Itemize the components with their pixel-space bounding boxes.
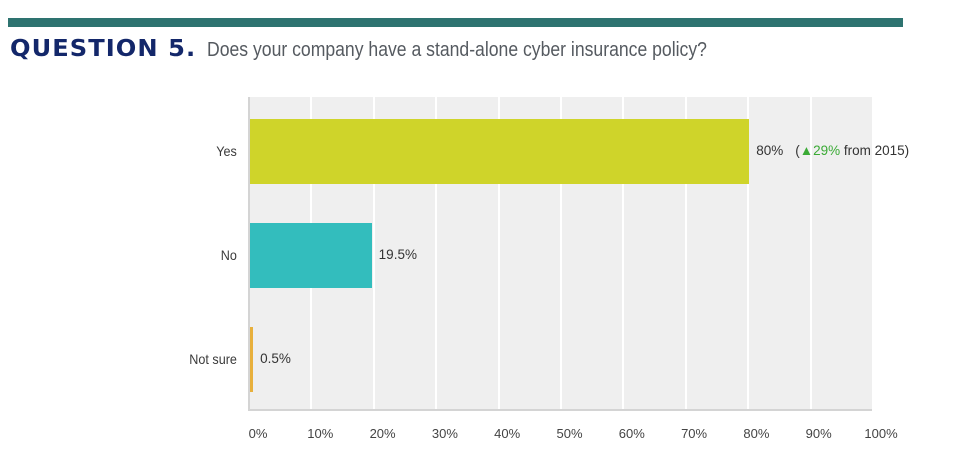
up-arrow-icon: ▲29% [799, 142, 841, 158]
x-tick-label: 90% [805, 426, 832, 441]
x-tick-label: 60% [618, 426, 645, 441]
gridline [497, 97, 500, 409]
x-tick-label: 30% [431, 426, 458, 441]
x-tick-label: 70% [681, 426, 708, 441]
bar-no [250, 223, 372, 288]
x-tick-label: 100% [864, 426, 898, 441]
gridline [809, 97, 812, 409]
question-heading: QUESTION 5. Does your company have a sta… [10, 36, 775, 70]
x-tick-label: 10% [307, 426, 334, 441]
x-tick-label: 40% [494, 426, 521, 441]
bar-yes [250, 119, 750, 184]
bar-not-sure [250, 327, 254, 392]
category-label: Not sure [189, 350, 237, 367]
value-label: 19.5% [378, 246, 417, 262]
gridline [372, 97, 375, 409]
gridline [872, 97, 874, 409]
x-tick-label: 20% [369, 426, 396, 441]
gridline [747, 97, 750, 409]
question-text: Does your company have a stand-alone cyb… [207, 39, 708, 61]
header-accent-bar [8, 18, 903, 27]
x-tick-label: 0% [248, 426, 268, 441]
change-annotation: (▲29% from 2015) [795, 142, 910, 158]
x-tick-label: 80% [743, 426, 770, 441]
plot-area [248, 97, 874, 411]
category-label: Yes [216, 142, 237, 159]
value-label: 80% (▲29% from 2015) [756, 142, 910, 158]
gridline [622, 97, 625, 409]
value-label: 0.5% [260, 350, 291, 366]
question-number: QUESTION 5. [10, 36, 197, 62]
gridline [560, 97, 562, 409]
category-label: No [220, 246, 237, 263]
gridline [684, 97, 687, 409]
gridline [435, 97, 438, 409]
x-tick-label: 50% [556, 426, 583, 441]
